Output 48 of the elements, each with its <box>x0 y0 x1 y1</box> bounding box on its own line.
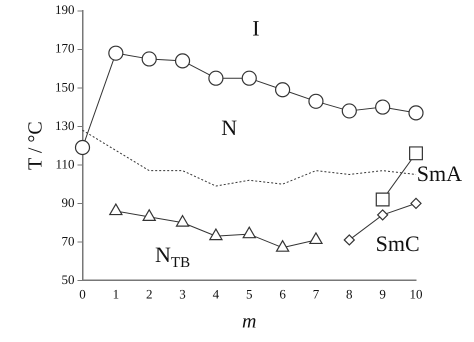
point <box>410 198 422 209</box>
x-tick-label: 9 <box>379 286 386 302</box>
point <box>242 70 257 86</box>
point <box>142 209 156 221</box>
point <box>275 82 290 98</box>
x-tick-label: 4 <box>212 286 220 302</box>
point <box>74 140 90 156</box>
annotation: I <box>252 15 260 40</box>
point <box>342 103 357 119</box>
y-tick-label: 110 <box>55 156 74 172</box>
point <box>344 234 355 246</box>
point <box>208 70 224 86</box>
x-axis-title: m <box>242 310 256 332</box>
x-tick-label: 2 <box>146 286 152 302</box>
y-tick-label: 190 <box>55 2 74 18</box>
point <box>209 228 223 240</box>
y-tick-label: 50 <box>62 272 74 287</box>
point <box>176 215 190 227</box>
point <box>376 192 390 206</box>
x-tick-label: 8 <box>346 286 353 302</box>
x-tick-label: 0 <box>79 286 86 302</box>
x-tick-label: 5 <box>246 286 252 302</box>
point <box>109 203 123 216</box>
point <box>276 240 290 252</box>
y-tick-label: 170 <box>55 40 74 56</box>
y-tick-label: 150 <box>55 79 74 94</box>
y-axis-title: T / °C <box>24 121 46 170</box>
point <box>377 209 388 221</box>
point <box>242 226 256 238</box>
x-tick-label: 3 <box>179 286 186 302</box>
point <box>108 46 124 61</box>
point <box>308 94 324 109</box>
y-tick-label: 90 <box>62 194 74 210</box>
point <box>409 146 423 160</box>
y-tick-label: 130 <box>55 118 74 133</box>
point <box>309 232 323 244</box>
point <box>174 53 190 68</box>
annotation: SmC <box>376 231 420 256</box>
point <box>142 51 157 67</box>
x-tick-label: 1 <box>112 286 120 302</box>
text: SmA <box>416 161 462 186</box>
x-tick-label: 10 <box>410 286 422 302</box>
x-tick-label: 7 <box>312 286 320 302</box>
y-tick-label: 70 <box>62 233 74 248</box>
point <box>408 105 424 120</box>
annotation: N <box>221 115 238 140</box>
point <box>375 99 390 115</box>
x-tick-label: 6 <box>279 286 286 302</box>
